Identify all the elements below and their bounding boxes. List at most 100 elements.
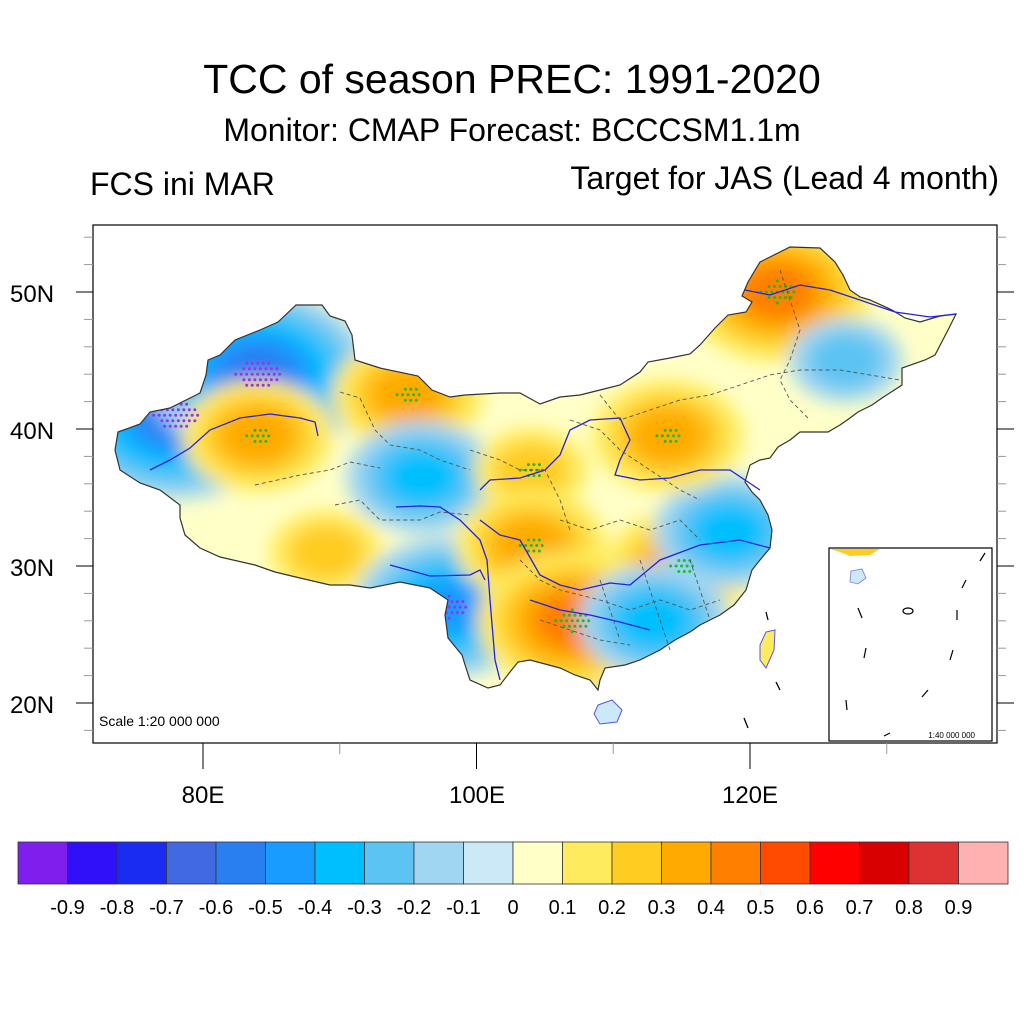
significance-dot xyxy=(179,402,183,406)
significance-dot xyxy=(179,413,183,417)
contour-region xyxy=(616,592,693,649)
colorbar-tick-label: 0.4 xyxy=(697,897,725,919)
significance-dot xyxy=(682,559,686,562)
significance-dot xyxy=(447,594,451,598)
significance-dot xyxy=(267,383,271,387)
significance-dot xyxy=(458,605,462,609)
map-title: TCC of season PREC: 1991-2020 xyxy=(203,56,821,102)
colorbar-swatch xyxy=(958,841,1009,885)
significance-dot xyxy=(537,549,541,553)
colorbar-tick-label: 0.7 xyxy=(845,897,874,919)
lon-label-100e: 100E xyxy=(448,782,506,809)
colorbar-swatch xyxy=(710,841,761,885)
significance-dot xyxy=(677,559,681,562)
colorbar-tick-label: 0.2 xyxy=(598,897,626,919)
significance-dot xyxy=(261,383,265,387)
significance-dot xyxy=(193,408,197,412)
province-borders xyxy=(254,269,901,651)
significance-dot xyxy=(518,543,522,547)
significance-dot xyxy=(171,408,175,412)
colorbar-tick-label: 0.3 xyxy=(647,897,676,919)
significance-dot xyxy=(253,439,257,443)
significance-dot xyxy=(537,463,541,467)
significance-dot xyxy=(250,383,254,387)
colorbar-swatch xyxy=(512,841,563,885)
colorbar-tick-label: 0.5 xyxy=(746,897,775,919)
south-china-sea-inset: 1:40 000 000 xyxy=(828,547,993,742)
significance-dot xyxy=(261,361,265,365)
significance-dot xyxy=(764,290,768,294)
significance-dot xyxy=(275,378,279,382)
significance-dot xyxy=(567,613,571,617)
significance-dot xyxy=(182,408,186,412)
significance-dot xyxy=(414,387,418,391)
significance-dot xyxy=(669,439,673,443)
colorbar xyxy=(17,841,1009,885)
significance-dot xyxy=(417,393,421,397)
significance-dot xyxy=(455,611,459,615)
colorbar-tick-label: -0.7 xyxy=(149,897,184,919)
significance-dot xyxy=(176,408,180,412)
significance-dot xyxy=(163,413,167,417)
significance-dot xyxy=(182,419,186,423)
significance-dot xyxy=(532,463,536,467)
significance-dot xyxy=(179,424,183,428)
scale-label: Scale 1:20 000 000 xyxy=(99,713,220,729)
significance-dot xyxy=(685,564,689,568)
colorbar-swatch xyxy=(859,841,910,885)
significance-dot xyxy=(666,434,670,438)
colorbar-swatch xyxy=(611,841,662,885)
significance-dot xyxy=(532,549,536,553)
colorbar-tick-label: -0.4 xyxy=(297,897,333,919)
significance-dot xyxy=(584,624,588,628)
significance-dot xyxy=(789,296,793,299)
significance-dot xyxy=(190,413,194,417)
significance-dot xyxy=(269,378,273,382)
significance-dot xyxy=(250,361,254,365)
significance-dot xyxy=(674,439,678,443)
significance-dot xyxy=(160,419,164,423)
significance-dot xyxy=(267,361,271,365)
significance-dot xyxy=(770,290,774,294)
colorbar-tick-label: 0 xyxy=(507,897,519,919)
colorbar-tick-label: -0.2 xyxy=(396,897,432,919)
colorbar-swatch xyxy=(67,841,118,885)
lat-label-40n: 40N xyxy=(10,418,55,445)
significance-dot xyxy=(401,393,405,397)
significance-dot xyxy=(278,372,282,376)
significance-dot xyxy=(671,434,675,438)
colorbar-swatch xyxy=(17,841,68,885)
lon-label-80e: 80E xyxy=(181,782,225,809)
significance-dot xyxy=(526,463,530,467)
significance-dot xyxy=(540,543,544,547)
colorbar-tick-label: -0.5 xyxy=(248,897,283,919)
significance-dot xyxy=(778,296,782,299)
colorbar-swatch xyxy=(908,841,959,885)
significance-dot xyxy=(168,413,172,417)
significance-dot xyxy=(447,616,451,620)
significance-dot xyxy=(570,608,574,612)
significance-dot xyxy=(256,383,260,387)
significance-dot xyxy=(461,600,465,604)
colorbar-tick-label: -0.6 xyxy=(198,897,234,919)
colorbar-tick-label: -0.8 xyxy=(99,897,135,919)
significance-dot xyxy=(532,538,536,542)
significance-dot xyxy=(792,290,796,294)
contour-region xyxy=(384,448,460,505)
significance-dot xyxy=(258,428,262,432)
inset-scale-label: 1:40 000 000 xyxy=(928,731,975,740)
significance-dot xyxy=(526,538,530,542)
significance-dot xyxy=(562,613,566,617)
map-subtitle: Monitor: CMAP Forecast: BCCCSM1.1m xyxy=(223,112,801,148)
significance-dot xyxy=(176,419,180,423)
significance-dot xyxy=(239,372,243,376)
significance-dot xyxy=(245,361,249,365)
significance-dot xyxy=(152,413,156,417)
significance-dot xyxy=(461,611,465,615)
significance-dot xyxy=(578,624,582,628)
significance-dot xyxy=(264,378,268,382)
significance-dot xyxy=(464,605,468,609)
significance-dot xyxy=(258,439,262,443)
significance-dot xyxy=(447,605,451,609)
